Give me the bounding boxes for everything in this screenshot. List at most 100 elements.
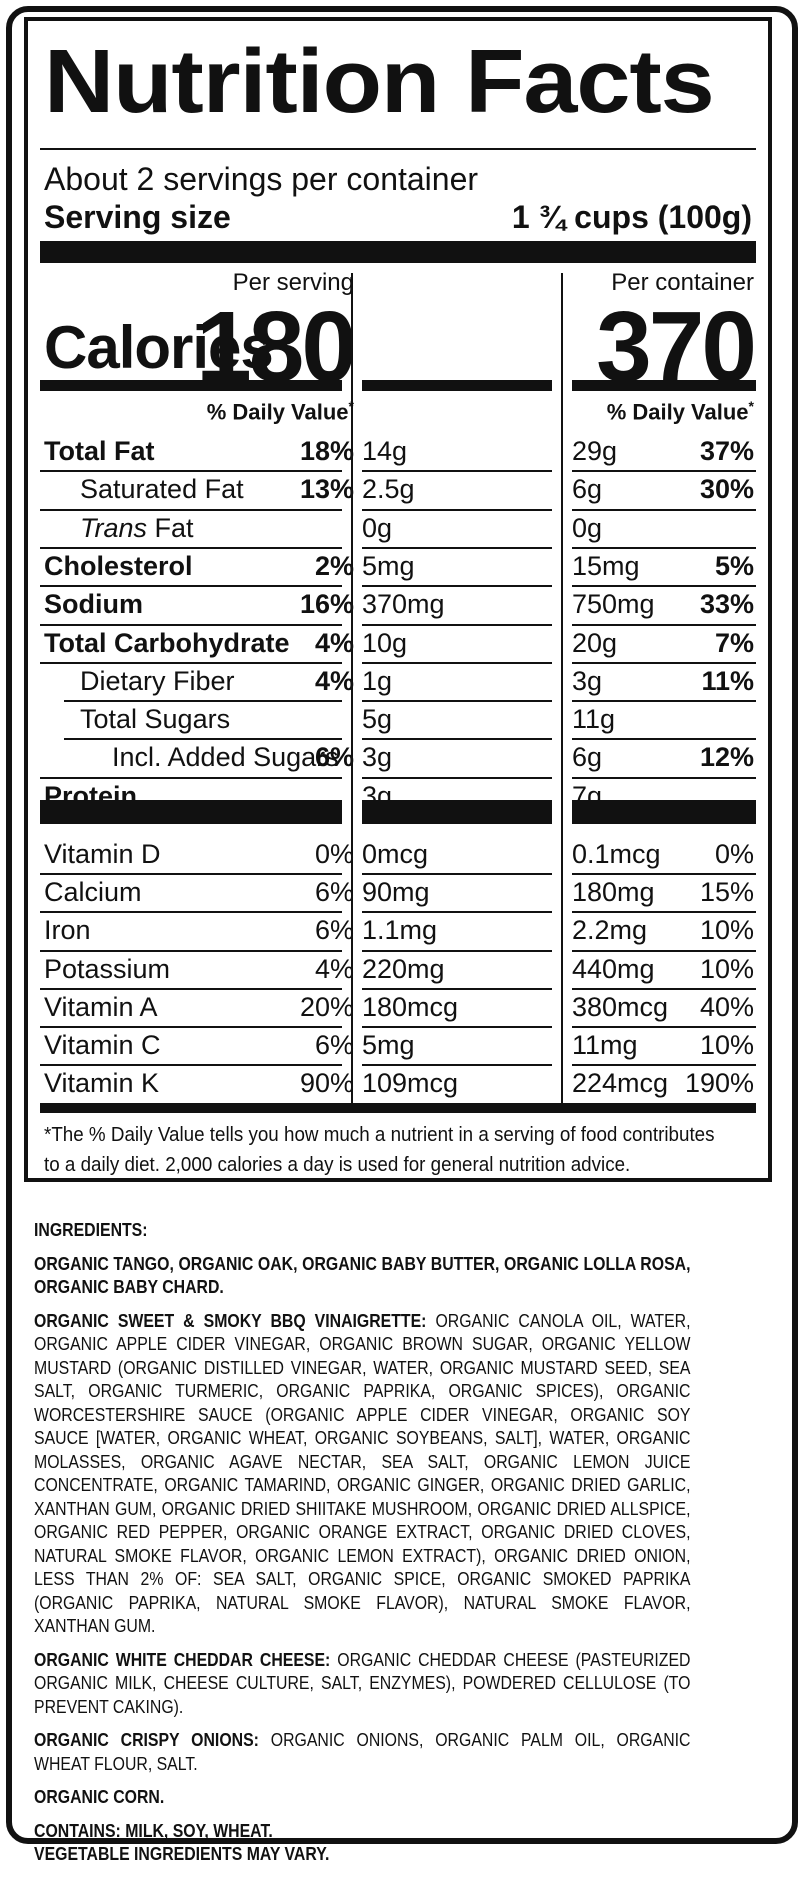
- per-serving-header: Per serving: [232, 269, 354, 296]
- row-divider: [362, 546, 552, 549]
- dv-header-container: % Daily Value*: [606, 398, 754, 425]
- serving-amount: 90mg: [362, 877, 430, 908]
- row-divider: [40, 470, 342, 473]
- row-divider: [40, 776, 342, 779]
- nutrient-label: Calcium: [44, 877, 142, 908]
- row-divider: [572, 1064, 756, 1067]
- nutrient-label: Vitamin D: [44, 839, 161, 869]
- serving-size-label: Serving size: [44, 199, 231, 235]
- thick-bar: [40, 241, 756, 263]
- container-amount: 11g: [572, 704, 616, 735]
- serving-amount: 0mcg: [362, 839, 429, 869]
- container-amount: 6g: [572, 474, 603, 505]
- daily-value-footnote: *The % Daily Value tells you how much a …: [44, 1124, 715, 1176]
- container-amount: 440mg: [572, 953, 655, 984]
- row-divider: [40, 911, 342, 914]
- serving-amount: 5mg: [362, 1030, 415, 1060]
- row-divider: [64, 700, 342, 703]
- row-divider: [362, 1026, 552, 1028]
- container-amount: 20g: [572, 627, 618, 658]
- container-daily-value: 7%: [714, 627, 754, 658]
- row-divider: [572, 470, 756, 473]
- nutrient-label: Potassium: [44, 953, 171, 984]
- thick-bar: [362, 800, 552, 824]
- row-divider: [572, 585, 756, 588]
- container-amount: 2.2mg: [572, 915, 648, 946]
- container-daily-value: 33%: [699, 589, 754, 620]
- ingredients-contains: CONTAINS: MILK, SOY, WHEAT.: [34, 1820, 273, 1841]
- container-amount: 11mg: [572, 1030, 638, 1060]
- row-divider: [40, 1064, 342, 1067]
- row-divider: [40, 585, 342, 588]
- nutrient-label: Sodium: [44, 589, 143, 620]
- serving-size-value: 1 ¾ cups (100g): [511, 199, 752, 235]
- container-daily-value: 37%: [699, 436, 754, 466]
- ingredients-vinaigrette: ORGANIC SWEET & SMOKY BBQ VINAIGRETTE: O…: [34, 1310, 691, 1637]
- nutrient-label: Iron: [44, 915, 91, 946]
- row-divider: [572, 949, 756, 952]
- serving-daily-value: 6%: [314, 877, 354, 908]
- thick-bar: [40, 1103, 756, 1113]
- nutrient-label: Dietary Fiber: [80, 665, 235, 696]
- ingredients-greens: ORGANIC TANGO, ORGANIC OAK, ORGANIC BABY…: [34, 1253, 691, 1298]
- serving-daily-value: 13%: [299, 474, 354, 505]
- thick-bar: [572, 800, 756, 824]
- row-divider: [362, 911, 552, 914]
- container-daily-value: 11%: [701, 665, 754, 696]
- label-frame: [6, 6, 798, 1844]
- row-divider: [362, 585, 552, 588]
- nutrition-facts-panel: Nutrition Facts About 2 servings per con…: [24, 17, 772, 1182]
- container-daily-value: 10%: [699, 1030, 754, 1060]
- panel-title: Nutrition Facts: [44, 32, 715, 132]
- serving-amount: 2.5g: [362, 474, 415, 505]
- servings-per-container: About 2 servings per container: [44, 161, 479, 197]
- serving-amount: 3g: [362, 742, 393, 773]
- nutrient-label: Total Carbohydrate: [44, 627, 290, 658]
- container-amount: 380mcg: [572, 991, 669, 1022]
- row-divider: [572, 873, 756, 876]
- row-divider: [362, 873, 552, 876]
- serving-daily-value: 0%: [314, 839, 354, 869]
- row-divider: [40, 1026, 342, 1028]
- nutrient-label: Saturated Fat: [80, 474, 244, 505]
- container-amount: 15mg: [572, 550, 640, 581]
- row-divider: [572, 911, 756, 914]
- row-divider: [572, 508, 756, 511]
- container-daily-value: 10%: [699, 915, 754, 946]
- per-container-header: Per container: [611, 269, 754, 296]
- row-divider: [572, 661, 756, 664]
- container-daily-value: 40%: [699, 991, 754, 1022]
- row-divider: [40, 987, 342, 990]
- serving-daily-value: 90%: [299, 1068, 354, 1099]
- serving-amount: 5mg: [362, 550, 415, 581]
- row-divider: [572, 623, 756, 626]
- nutrient-label: Vitamin A: [44, 991, 158, 1022]
- row-divider: [40, 949, 342, 952]
- column-divider: [351, 273, 353, 1105]
- dv-header-serving: % Daily Value*: [206, 398, 354, 425]
- serving-amount: 180mcg: [362, 991, 459, 1022]
- divider: [40, 148, 756, 150]
- ingredients-cheese: ORGANIC WHITE CHEDDAR CHEESE: ORGANIC CH…: [34, 1649, 691, 1717]
- serving-daily-value: 4%: [314, 627, 354, 658]
- serving-daily-value: 6%: [314, 915, 354, 946]
- serving-daily-value: 16%: [299, 589, 354, 620]
- row-divider: [362, 700, 552, 703]
- row-divider: [362, 949, 552, 952]
- row-divider: [572, 546, 756, 549]
- thick-bar: [572, 380, 756, 391]
- container-amount: 6g: [572, 742, 603, 773]
- container-daily-value: 190%: [684, 1068, 754, 1099]
- nutrient-label: Vitamin C: [44, 1030, 161, 1060]
- row-divider: [40, 508, 342, 511]
- serving-amount: 14g: [362, 436, 408, 466]
- serving-daily-value: 18%: [299, 436, 354, 466]
- container-amount: 3g: [572, 665, 603, 696]
- serving-amount: 109mcg: [362, 1068, 459, 1099]
- nutrient-label: Vitamin K: [44, 1068, 160, 1099]
- ingredients-corn: ORGANIC CORN.: [34, 1787, 165, 1807]
- container-daily-value: 12%: [699, 742, 754, 773]
- serving-amount: 1g: [362, 665, 393, 696]
- container-amount: 29g: [572, 436, 618, 466]
- row-divider: [572, 776, 756, 779]
